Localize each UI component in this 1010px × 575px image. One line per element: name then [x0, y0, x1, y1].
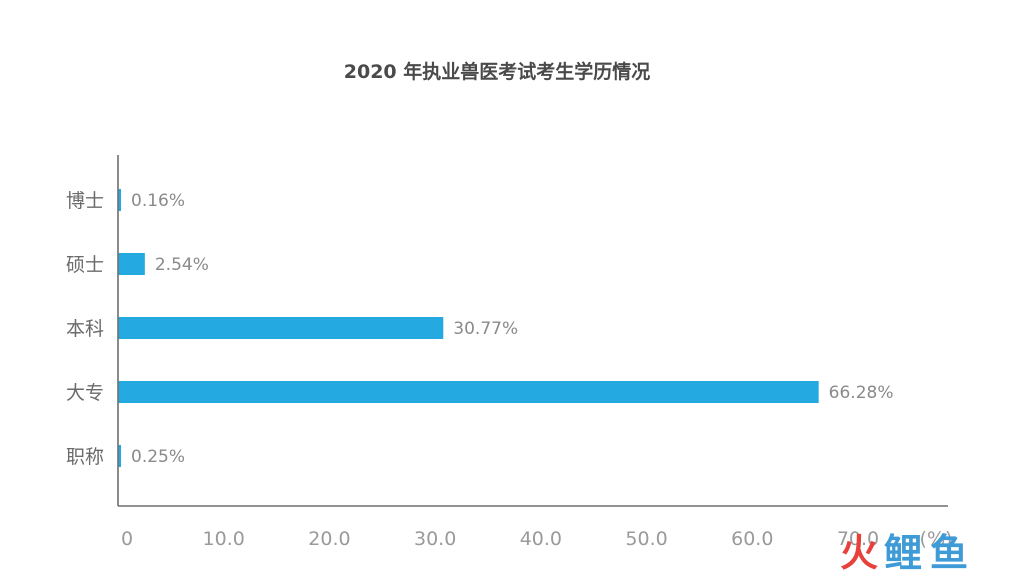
value-label: 30.77%	[453, 319, 518, 339]
x-tick-label: 70.0	[837, 528, 879, 550]
watermark-char-1: 火	[840, 531, 878, 575]
x-tick-label: 20.0	[308, 528, 350, 550]
bar-4	[118, 381, 819, 403]
category-label: 大专	[66, 382, 104, 404]
bar-5	[118, 445, 121, 467]
value-labels: 0.16% 2.54% 30.77% 66.28% 0.25%	[131, 191, 894, 467]
watermark-logo: 火 鲤 鱼	[840, 531, 968, 575]
value-label: 66.28%	[829, 383, 894, 403]
bar-1	[118, 189, 121, 211]
x-tick-label: 40.0	[520, 528, 562, 550]
x-tick-label: 50.0	[625, 528, 667, 550]
x-unit-label: (%)	[920, 528, 953, 550]
value-label: 0.25%	[131, 447, 185, 467]
value-label: 2.54%	[155, 255, 209, 275]
x-tick-label: 60.0	[731, 528, 773, 550]
category-label: 硕士	[66, 254, 104, 276]
bars-group	[118, 189, 819, 467]
bar-3	[118, 317, 444, 339]
category-label: 本科	[66, 318, 104, 340]
bar-2	[118, 253, 145, 275]
value-label: 0.16%	[131, 191, 185, 211]
category-label: 博士	[66, 190, 104, 212]
watermark-char-2: 鲤	[884, 531, 922, 575]
watermark-char-3: 鱼	[930, 531, 968, 575]
x-tick-label: 30.0	[414, 528, 456, 550]
category-label: 职称	[66, 446, 104, 468]
chart-title: 2020 年执业兽医考试考生学历情况	[344, 60, 651, 83]
x-tick-labels: 0 10.0 20.0 30.0 40.0 50.0 60.0 70.0	[121, 528, 879, 550]
x-tick-label: 10.0	[203, 528, 245, 550]
x-tick-label: 0	[121, 528, 133, 550]
